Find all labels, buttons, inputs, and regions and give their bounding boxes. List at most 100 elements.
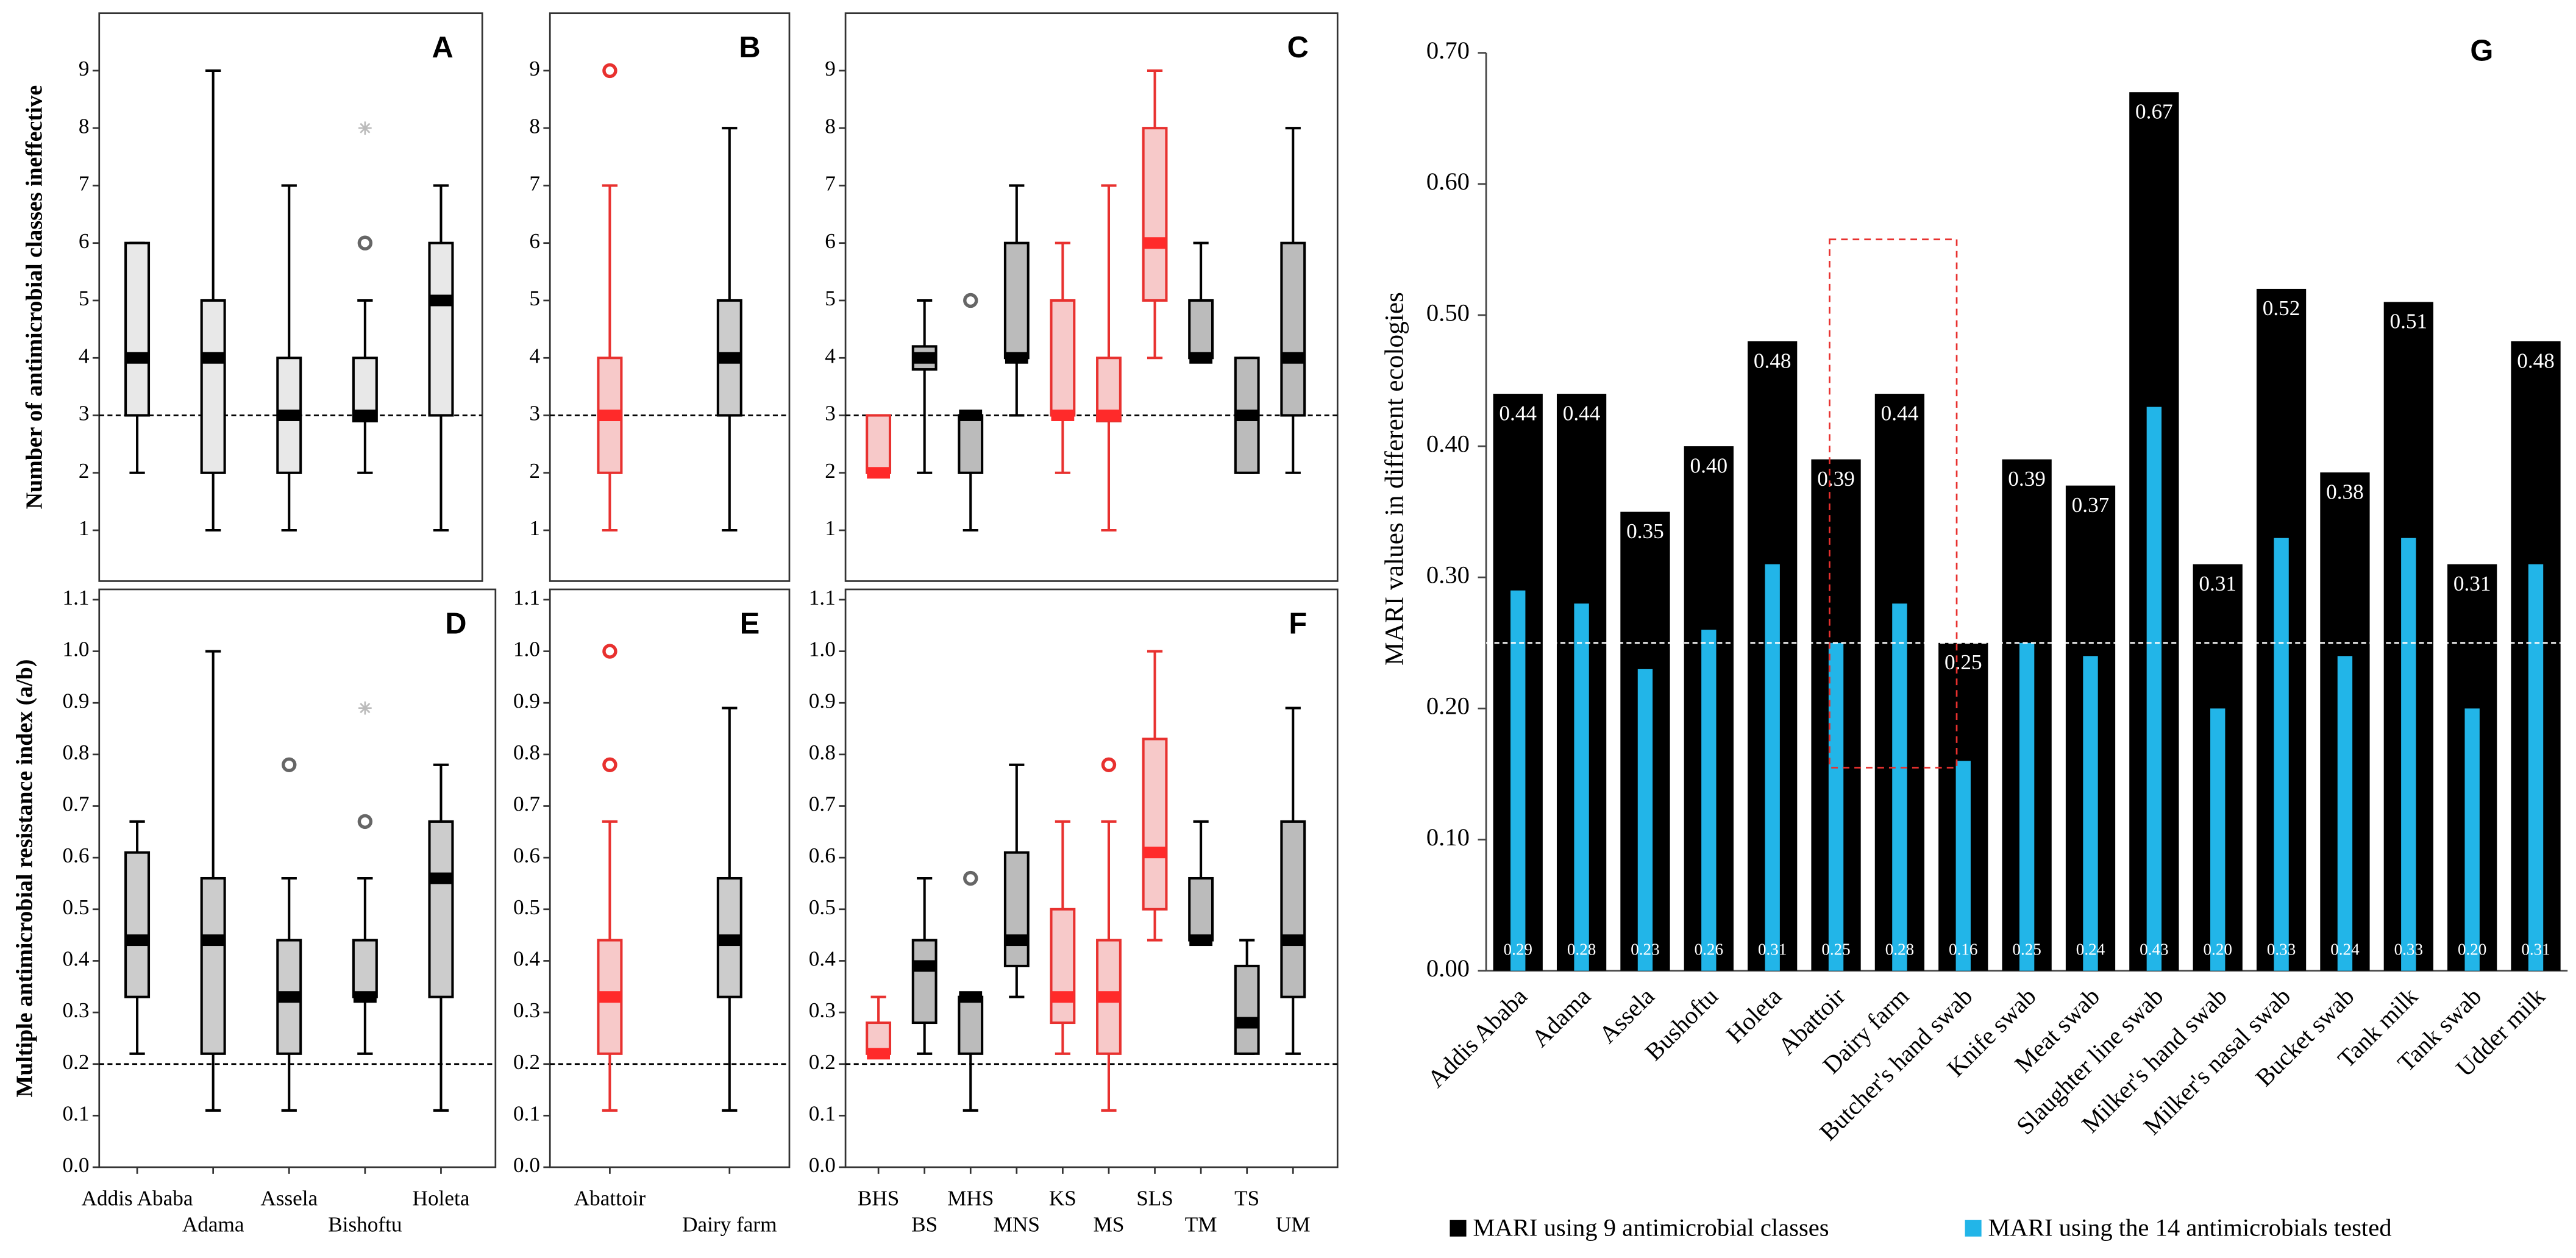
- y-tick-label: 8: [825, 114, 836, 138]
- legend-swatch: [1450, 1220, 1467, 1237]
- value-label: 0.25: [1821, 940, 1850, 958]
- y-tick-label: 4: [529, 344, 540, 368]
- y-tick-label: 0.2: [62, 1050, 89, 1074]
- median: [277, 991, 301, 1003]
- y-tick-label: 6: [529, 229, 540, 253]
- box: [1280, 241, 1306, 417]
- y-tick-label: 7: [825, 172, 836, 196]
- y-tick-label: 0.7: [809, 792, 836, 816]
- x-tick-label: UM: [1276, 1213, 1311, 1237]
- median: [959, 991, 983, 1003]
- value-label: 0.33: [2394, 940, 2423, 958]
- outlier: [963, 870, 978, 886]
- bar: [1955, 761, 1971, 971]
- value-label: 0.44: [1499, 401, 1537, 425]
- y-axis-label: MARI values in different ecologies: [1380, 292, 1409, 666]
- y-tick-label: 1.0: [513, 638, 540, 661]
- box: [200, 299, 226, 474]
- outlier: [357, 235, 373, 251]
- y-tick-label: 1: [825, 516, 836, 540]
- box: [1188, 876, 1214, 942]
- y-tick-label: 0.2: [513, 1050, 540, 1074]
- value-label: 0.67: [2135, 100, 2173, 124]
- y-axis-label: Number of antimicrobial classes ineffect…: [22, 85, 48, 510]
- y-tick-label: 1: [79, 516, 90, 540]
- value-label: 0.51: [2390, 310, 2428, 333]
- outlier: [602, 644, 617, 659]
- y-tick-label: 0.70: [1426, 37, 1470, 64]
- y-tick-label: 9: [79, 57, 90, 80]
- y-tick-label: 1: [529, 516, 540, 540]
- bar: [1892, 603, 1907, 971]
- bar: [2401, 538, 2416, 971]
- box: [911, 939, 938, 1025]
- value-label: 0.48: [2517, 349, 2555, 372]
- y-tick-label: 0.1: [513, 1101, 540, 1125]
- median: [1281, 352, 1305, 364]
- y-tick-label: 0.9: [513, 689, 540, 713]
- y-tick-label: 0.6: [809, 844, 836, 867]
- box: [1234, 964, 1260, 1055]
- median: [598, 991, 622, 1003]
- y-tick-label: 0.50: [1426, 299, 1470, 326]
- y-tick-label: 0.5: [809, 895, 836, 919]
- y-tick-label: 0.7: [62, 792, 89, 816]
- y-tick-label: 3: [529, 402, 540, 425]
- value-label: 0.31: [2199, 572, 2236, 595]
- y-tick-label: 6: [79, 229, 90, 253]
- panel-label: A: [432, 31, 454, 64]
- median: [126, 934, 149, 947]
- value-label: 0.31: [1758, 940, 1787, 958]
- box: [428, 241, 454, 417]
- y-tick-label: 9: [825, 57, 836, 80]
- y-tick-label: 0.9: [809, 689, 836, 713]
- outlier: [602, 63, 617, 79]
- panel-frame: [844, 12, 1339, 582]
- x-tick-label: Holeta: [413, 1186, 470, 1210]
- x-tick-label: Addis Ababa: [82, 1186, 193, 1210]
- y-tick-label: 5: [529, 286, 540, 310]
- x-tick-label: Assela: [260, 1186, 318, 1210]
- median: [353, 410, 377, 421]
- median: [1005, 352, 1028, 364]
- y-tick-label: 0.3: [513, 998, 540, 1022]
- box: [200, 876, 226, 1055]
- x-tick-label: Bishoftu: [328, 1213, 402, 1237]
- value-label: 0.48: [1754, 349, 1791, 372]
- extreme: [358, 121, 372, 135]
- value-label: 0.28: [1567, 940, 1596, 958]
- y-tick-label: 5: [79, 286, 90, 310]
- bar: [2083, 656, 2098, 971]
- panel-label: G: [2470, 35, 2493, 68]
- y-tick-label: 0.4: [809, 947, 836, 971]
- median: [913, 960, 936, 972]
- median: [598, 410, 622, 421]
- value-label: 0.33: [2267, 940, 2296, 958]
- outlier: [963, 293, 978, 308]
- outlier: [282, 757, 297, 772]
- bar: [1637, 669, 1653, 971]
- value-label: 0.20: [2204, 940, 2232, 958]
- median: [717, 352, 741, 364]
- y-tick-label: 1.1: [513, 586, 540, 609]
- value-label: 0.35: [1626, 519, 1664, 543]
- bar: [1828, 642, 1844, 971]
- value-label: 0.31: [2453, 572, 2491, 595]
- outlier: [1101, 757, 1117, 772]
- box: [124, 241, 151, 417]
- bar: [2528, 564, 2544, 971]
- y-tick-label: 1.1: [62, 586, 89, 609]
- value-label: 0.38: [2326, 480, 2364, 503]
- median: [126, 352, 149, 364]
- x-tick-label: Adama: [182, 1213, 244, 1237]
- x-tick-label: MS: [1094, 1213, 1125, 1237]
- value-label: 0.16: [1949, 940, 1977, 958]
- median: [1189, 352, 1213, 364]
- value-label: 0.26: [1695, 940, 1723, 958]
- median: [717, 934, 741, 947]
- y-tick-label: 9: [529, 57, 540, 80]
- median: [201, 352, 225, 364]
- y-tick-label: 0.4: [513, 947, 540, 971]
- y-tick-label: 0.8: [809, 741, 836, 764]
